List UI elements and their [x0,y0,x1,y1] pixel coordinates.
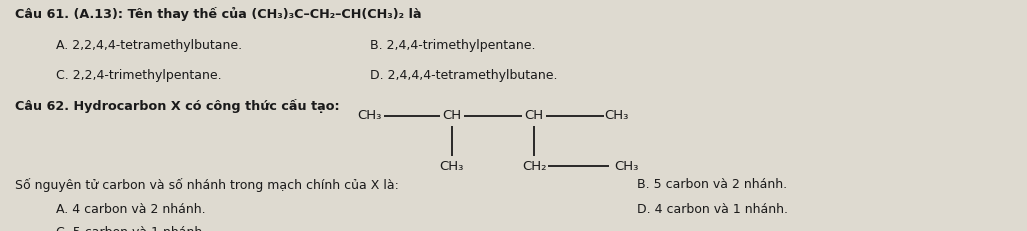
Text: CH₃: CH₃ [440,160,464,173]
Text: B. 5 carbon và 2 nhánh.: B. 5 carbon và 2 nhánh. [637,178,787,191]
Text: CH: CH [443,109,461,122]
Text: Số nguyên tử carbon và số nhánh trong mạch chính của X là:: Số nguyên tử carbon và số nhánh trong mạ… [15,178,400,192]
Text: B. 2,4,4-trimethylpentane.: B. 2,4,4-trimethylpentane. [370,39,535,52]
Text: Câu 62. Hydrocarbon X có công thức cấu tạo:: Câu 62. Hydrocarbon X có công thức cấu t… [15,99,340,113]
Text: CH₃: CH₃ [604,109,629,122]
Text: D. 4 carbon và 1 nhánh.: D. 4 carbon và 1 nhánh. [637,203,788,216]
Text: A. 4 carbon và 2 nhánh.: A. 4 carbon và 2 nhánh. [56,203,206,216]
Text: Câu 61. (A.13): Tên thay thế của (CH₃)₃C–CH₂–CH(CH₃)₂ là: Câu 61. (A.13): Tên thay thế của (CH₃)₃C… [15,7,422,21]
Text: CH₂: CH₂ [522,160,546,173]
Text: CH₃: CH₃ [357,109,382,122]
Text: D. 2,4,4,4-tetramethylbutane.: D. 2,4,4,4-tetramethylbutane. [370,69,558,82]
Text: C. 5 carbon và 1 nhánh.: C. 5 carbon và 1 nhánh. [56,226,206,231]
Text: A. 2,2,4,4-tetramethylbutane.: A. 2,2,4,4-tetramethylbutane. [56,39,242,52]
Text: CH: CH [525,109,543,122]
Text: CH₃: CH₃ [614,160,639,173]
Text: C. 2,2,4-trimethylpentane.: C. 2,2,4-trimethylpentane. [56,69,222,82]
